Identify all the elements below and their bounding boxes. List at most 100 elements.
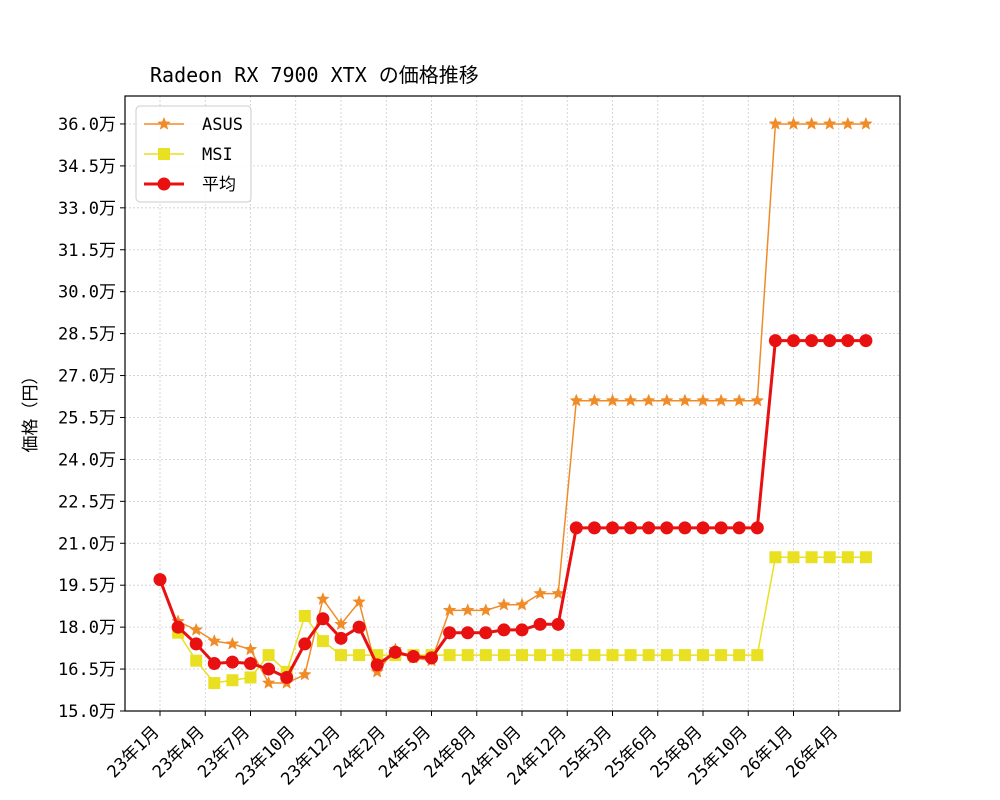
data-point-asus bbox=[587, 393, 602, 407]
data-point-asus bbox=[460, 603, 475, 617]
data-point-average bbox=[244, 656, 257, 670]
legend-marker-asus bbox=[157, 116, 171, 130]
data-point-average bbox=[334, 631, 348, 645]
data-point-asus bbox=[696, 393, 710, 407]
data-point-average bbox=[841, 334, 855, 348]
y-tick-label: 19.5万 bbox=[58, 576, 116, 596]
data-point-average bbox=[298, 637, 312, 651]
data-point-msi bbox=[859, 551, 872, 564]
data-point-asus bbox=[225, 636, 240, 650]
data-point-asus bbox=[605, 393, 620, 407]
data-point-asus bbox=[786, 116, 801, 130]
data-point-average bbox=[750, 521, 764, 535]
data-point-asus bbox=[442, 603, 457, 617]
data-point-msi bbox=[715, 649, 728, 662]
data-point-average bbox=[280, 670, 294, 684]
data-point-average bbox=[352, 620, 366, 634]
data-point-asus bbox=[804, 116, 819, 130]
legend-label-msi: MSI bbox=[202, 145, 233, 165]
data-point-asus bbox=[243, 642, 258, 656]
legend-label-asus: ASUS bbox=[202, 115, 243, 135]
data-point-average bbox=[153, 573, 167, 587]
data-point-asus bbox=[515, 597, 529, 611]
data-point-asus bbox=[732, 393, 747, 407]
data-point-asus bbox=[207, 633, 222, 647]
data-point-average bbox=[533, 617, 547, 631]
data-point-average bbox=[443, 626, 457, 640]
data-point-average bbox=[189, 637, 203, 651]
y-tick-label: 27.0万 bbox=[58, 367, 116, 387]
data-point-msi bbox=[479, 649, 492, 662]
data-point-msi bbox=[733, 649, 746, 662]
data-point-asus bbox=[569, 393, 584, 407]
y-tick-label: 15.0万 bbox=[58, 702, 116, 722]
y-tick-label: 24.0万 bbox=[58, 450, 116, 470]
data-point-average bbox=[497, 623, 511, 637]
y-tick-label: 18.0万 bbox=[58, 618, 116, 638]
data-point-msi bbox=[516, 649, 528, 662]
data-point-msi bbox=[208, 677, 221, 690]
data-point-average bbox=[606, 521, 619, 535]
data-point-asus bbox=[297, 667, 312, 681]
series-layer bbox=[153, 116, 873, 690]
data-point-msi bbox=[823, 551, 836, 564]
y-tick-label: 28.5万 bbox=[58, 325, 116, 345]
data-point-average bbox=[515, 623, 529, 637]
data-point-average bbox=[425, 651, 438, 665]
data-point-average bbox=[587, 521, 601, 535]
data-point-msi bbox=[534, 649, 547, 662]
data-point-msi bbox=[787, 551, 800, 564]
data-point-average bbox=[225, 655, 239, 669]
data-point-msi bbox=[316, 635, 329, 648]
y-tick-label: 16.5万 bbox=[58, 660, 116, 680]
legend-marker-msi bbox=[158, 148, 170, 160]
data-point-msi bbox=[443, 649, 456, 662]
data-point-msi bbox=[642, 649, 655, 662]
data-point-average bbox=[859, 334, 873, 348]
data-point-average bbox=[805, 334, 819, 348]
data-point-average bbox=[624, 521, 638, 535]
data-point-average bbox=[370, 658, 384, 672]
legend-marker-average bbox=[157, 177, 171, 191]
data-point-average bbox=[732, 521, 746, 535]
data-point-average bbox=[479, 626, 493, 640]
data-point-asus bbox=[189, 622, 204, 636]
data-point-msi bbox=[244, 671, 257, 684]
y-tick-label: 30.0万 bbox=[58, 283, 116, 303]
data-point-average bbox=[642, 521, 656, 535]
data-point-average bbox=[406, 649, 420, 663]
data-point-asus bbox=[840, 116, 855, 130]
legend: ASUS MSI 平均 bbox=[135, 105, 252, 203]
data-point-average bbox=[551, 617, 565, 631]
data-point-asus bbox=[334, 617, 348, 631]
legend-label-average: 平均 bbox=[202, 175, 236, 195]
y-tick-label: 31.5万 bbox=[58, 241, 116, 261]
y-tick-label: 25.5万 bbox=[58, 408, 116, 428]
data-point-asus bbox=[859, 116, 873, 130]
data-point-asus bbox=[623, 393, 638, 407]
data-point-msi bbox=[461, 649, 474, 662]
data-point-average bbox=[171, 620, 185, 634]
data-point-msi bbox=[751, 649, 764, 662]
data-point-asus bbox=[714, 393, 728, 407]
data-point-average bbox=[461, 626, 475, 640]
data-point-asus bbox=[533, 586, 547, 600]
data-point-average bbox=[678, 521, 692, 535]
data-point-msi bbox=[570, 649, 583, 662]
data-point-msi bbox=[552, 649, 565, 662]
data-point-msi bbox=[497, 649, 510, 662]
data-point-asus bbox=[352, 594, 366, 608]
data-point-msi bbox=[262, 649, 275, 662]
data-point-average bbox=[787, 334, 800, 348]
axes: 15.0万 16.5万 18.0万 19.5万 21.0万 22.5万 24.0万 25.5万… bbox=[58, 115, 842, 790]
data-point-msi bbox=[697, 649, 709, 662]
data-point-average bbox=[696, 521, 710, 535]
data-point-average bbox=[388, 645, 402, 659]
y-tick-label: 36.0万 bbox=[58, 115, 116, 135]
data-point-msi bbox=[660, 649, 673, 662]
data-point-average bbox=[768, 334, 782, 348]
data-point-asus bbox=[750, 393, 765, 407]
data-point-average bbox=[207, 656, 221, 670]
y-tick-label: 34.5万 bbox=[58, 157, 116, 177]
data-point-msi bbox=[190, 654, 203, 667]
